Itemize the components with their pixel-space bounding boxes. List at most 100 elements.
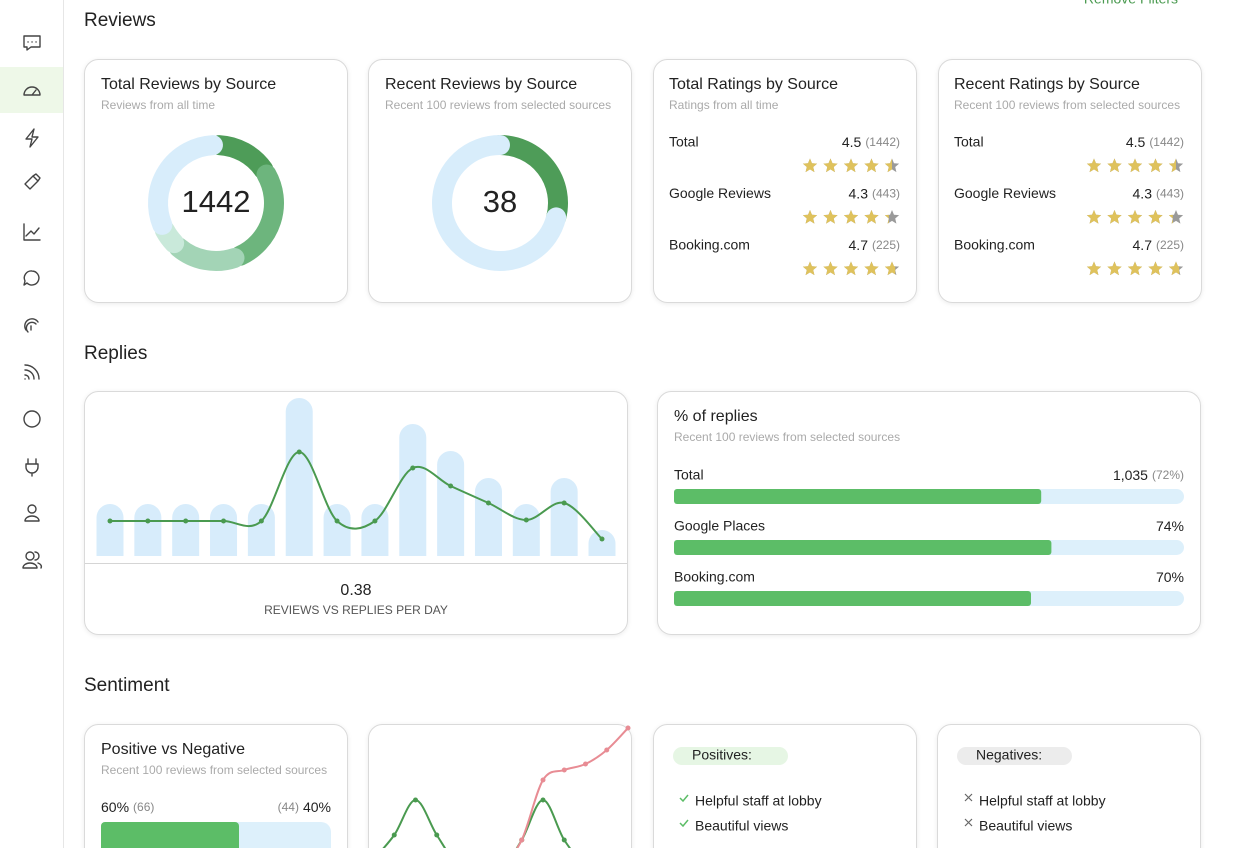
bar-fill — [674, 540, 1052, 555]
rating-score: 4.3 — [849, 185, 869, 201]
bar — [361, 503, 389, 556]
bar — [285, 398, 313, 556]
bar — [474, 477, 502, 556]
rating-count: (443) — [872, 187, 900, 201]
star-full — [1148, 210, 1163, 224]
rating-stars — [1086, 261, 1184, 276]
line-point — [448, 483, 454, 489]
card — [84, 724, 348, 848]
star-full — [802, 261, 818, 276]
negative-percent: 40% — [303, 799, 331, 815]
rating-source: Google Reviews — [954, 185, 1056, 201]
card — [657, 391, 1201, 635]
line-point — [434, 832, 440, 838]
reply-percent: (72%) — [1152, 468, 1184, 482]
star-full — [1148, 158, 1163, 173]
sentiment-item: Beautiful views — [695, 818, 788, 834]
reply-value: 74% — [1156, 518, 1184, 534]
card — [653, 59, 917, 303]
donut-segment — [432, 135, 567, 271]
line-point — [604, 747, 610, 753]
nav-tools[interactable] — [24, 173, 41, 190]
section-title: Reviews — [84, 10, 156, 31]
negative-count: (44) — [278, 800, 299, 814]
card-subtitle: Recent 100 reviews from selected sources — [101, 763, 327, 777]
nav-automations[interactable] — [25, 128, 39, 148]
rating-score: 4.5 — [1126, 134, 1146, 150]
star-full — [802, 158, 818, 173]
positive-share: 60% (66) — [101, 799, 154, 815]
line-point — [540, 777, 546, 783]
line-point — [625, 725, 631, 731]
reply-count: 70% — [1156, 569, 1184, 585]
line-point — [561, 767, 567, 773]
star-full — [864, 210, 879, 224]
card — [84, 391, 628, 635]
line-point — [485, 500, 491, 506]
bar — [323, 503, 351, 556]
rating-source: Total — [669, 134, 699, 150]
line-point — [410, 465, 416, 471]
card — [368, 724, 632, 848]
nav-icons[interactable] — [22, 35, 43, 569]
cross-icon — [964, 818, 973, 827]
star-full — [884, 261, 896, 276]
card-title: Total Reviews by Source — [101, 76, 276, 93]
bar-fill — [674, 489, 1042, 504]
star-full — [802, 210, 818, 224]
donut-segment — [209, 135, 274, 180]
line — [109, 450, 603, 540]
nav-chat[interactable] — [23, 270, 40, 286]
nav-identity[interactable] — [24, 318, 39, 333]
card-title: Positive vs Negative — [101, 741, 245, 758]
star-full — [884, 158, 892, 173]
line-point — [561, 500, 567, 506]
bar — [247, 503, 275, 556]
nav-messages[interactable] — [23, 35, 41, 51]
rating-value: 4.5 (1442) — [1126, 134, 1184, 150]
star-full — [1148, 261, 1163, 276]
line-point — [258, 518, 264, 524]
star-full — [843, 210, 859, 224]
nav-dashboard[interactable] — [23, 86, 41, 96]
bar — [512, 503, 540, 556]
nav-globe[interactable] — [23, 410, 41, 428]
nav-team[interactable] — [22, 551, 43, 569]
card-title: Recent Ratings by Source — [954, 76, 1140, 93]
rating-value: 4.7 (225) — [1133, 237, 1184, 253]
star-full — [1127, 210, 1143, 224]
card-subtitle: Recent 100 reviews from selected sources — [674, 430, 900, 444]
star-full — [1086, 261, 1102, 276]
reply-count: 1,035 — [1113, 467, 1148, 483]
bar — [96, 503, 124, 556]
card-subtitle: Recent 100 reviews from selected sources — [385, 98, 611, 112]
bar — [399, 423, 427, 556]
remove-filters-link[interactable]: Remove Filters — [1084, 0, 1178, 7]
reply-value: 70% — [1156, 569, 1184, 585]
rating-value: 4.3 (443) — [1133, 185, 1184, 201]
card — [938, 59, 1202, 303]
rating-count: (1442) — [865, 135, 900, 149]
bar — [588, 530, 616, 556]
nav-integrations[interactable] — [25, 458, 39, 477]
rating-value: 4.5 (1442) — [842, 134, 900, 150]
section-title: Replies — [84, 343, 147, 364]
nav-analytics[interactable] — [23, 223, 41, 241]
card-subtitle: Ratings from all time — [669, 98, 779, 112]
line-point — [334, 518, 340, 524]
star-full — [1107, 210, 1122, 224]
nav-profile[interactable] — [24, 504, 40, 522]
summary-value: 0.38 — [340, 582, 371, 599]
line-point — [145, 518, 151, 524]
reply-count: 74% — [1156, 518, 1184, 534]
star-full — [1168, 214, 1173, 224]
rating-source: Booking.com — [669, 237, 750, 253]
rating-score: 4.7 — [849, 237, 869, 253]
rating-count: (443) — [1156, 187, 1184, 201]
bar — [437, 450, 465, 556]
positive-percent: 60% — [101, 799, 129, 815]
star-full — [1127, 158, 1143, 173]
nav-feeds[interactable] — [24, 364, 40, 380]
